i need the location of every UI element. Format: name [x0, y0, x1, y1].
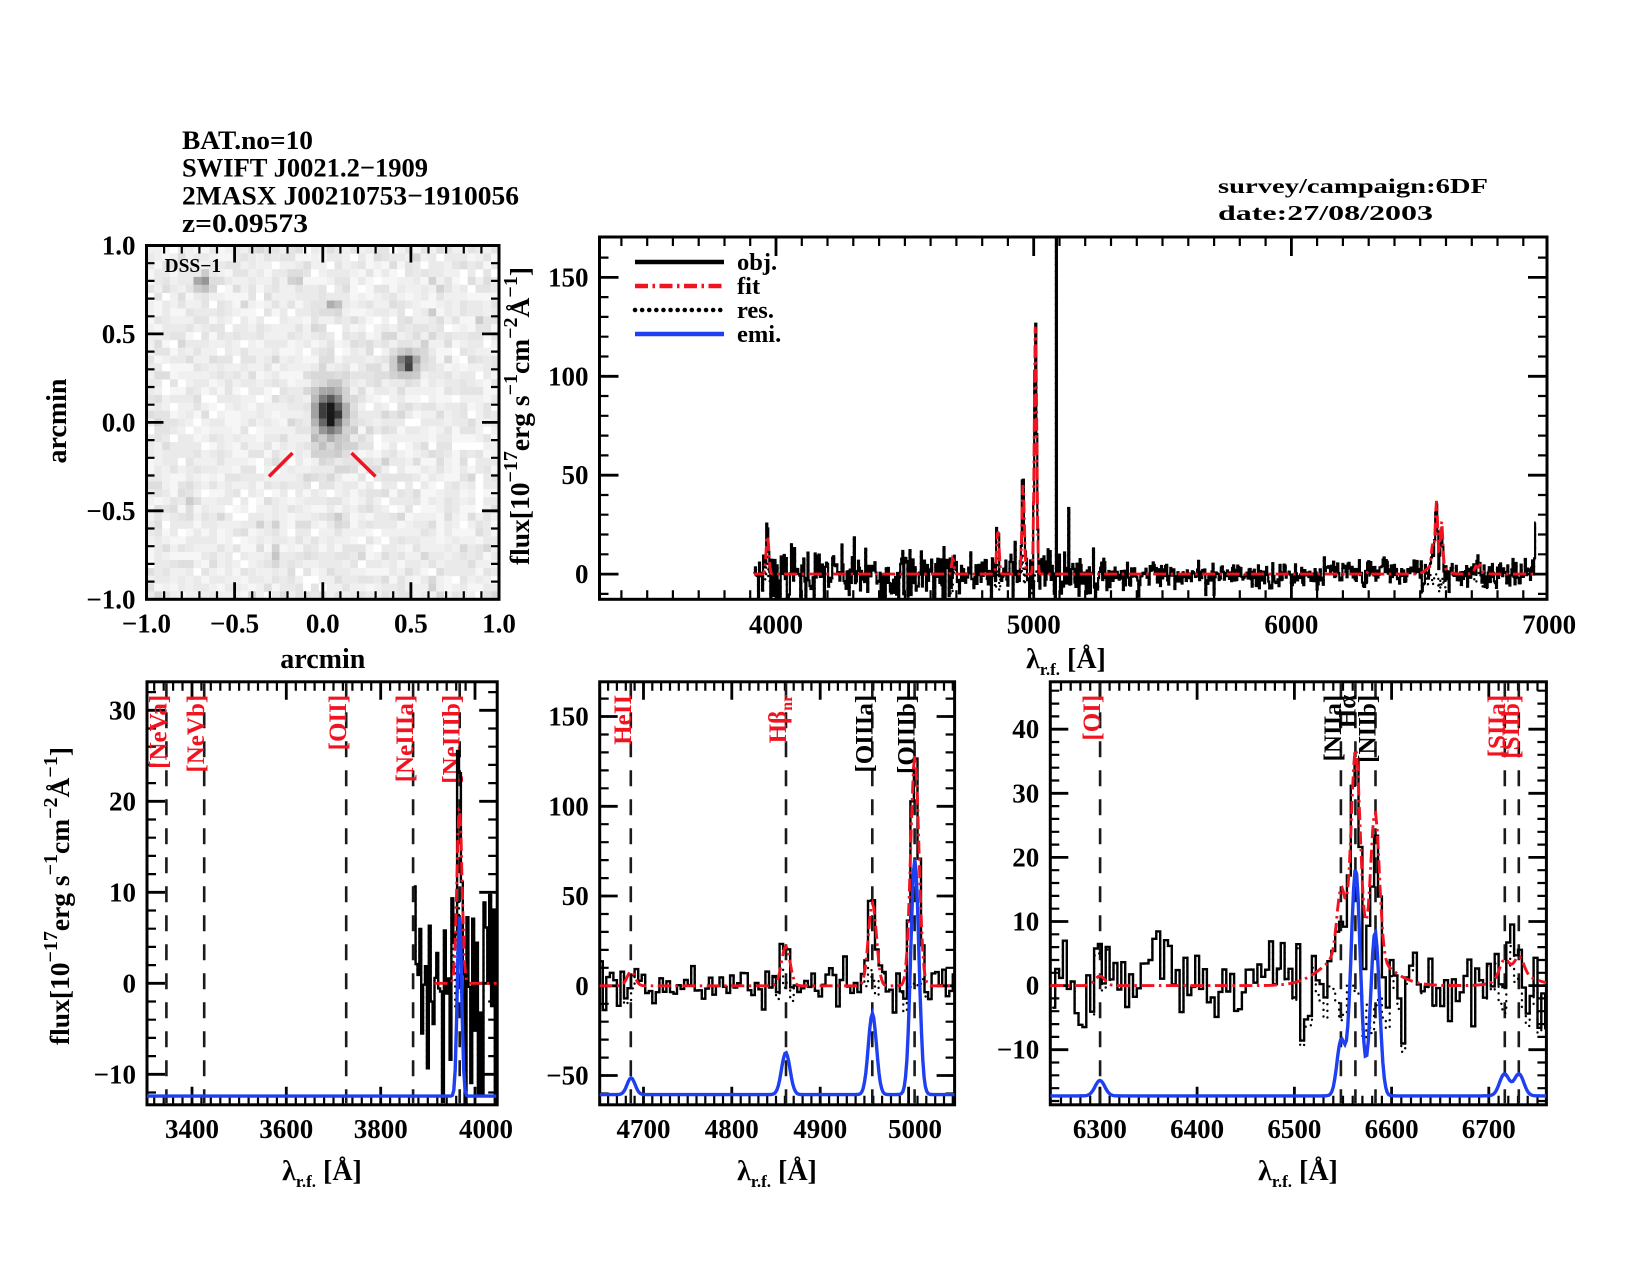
- svg-text:50: 50: [562, 881, 589, 911]
- svg-text:3600: 3600: [259, 1114, 313, 1144]
- svg-text:[OII]: [OII]: [325, 695, 352, 751]
- svg-text:arcmin: arcmin: [42, 378, 73, 463]
- svg-text:[NeVa]: [NeVa]: [145, 695, 172, 769]
- svg-text:3400: 3400: [165, 1114, 219, 1144]
- svg-text:[NeIIIa]: [NeIIIa]: [392, 695, 419, 783]
- svg-text:λr.f. [Å]: λr.f. [Å]: [282, 1156, 362, 1191]
- svg-text:[NeIIIb]: [NeIIIb]: [439, 695, 466, 784]
- svg-text:date:27/08/2003: date:27/08/2003: [1218, 201, 1433, 225]
- svg-text:[SIIa]: [SIIa]: [1484, 695, 1511, 758]
- svg-text:0.0: 0.0: [306, 609, 340, 639]
- svg-text:−1.0: −1.0: [122, 609, 171, 639]
- svg-text:0.5: 0.5: [102, 319, 136, 349]
- svg-text:2MASX J00210753−1910056: 2MASX J00210753−1910056: [182, 180, 519, 210]
- svg-text:30: 30: [109, 695, 136, 725]
- svg-text:30: 30: [1012, 778, 1039, 808]
- svg-text:4000: 4000: [459, 1114, 513, 1144]
- svg-text:flux[10−17erg s−1cm−2Å−1]: flux[10−17erg s−1cm−2Å−1]: [40, 747, 75, 1045]
- svg-text:150: 150: [548, 702, 589, 732]
- svg-text:0: 0: [1026, 971, 1040, 1001]
- svg-text:7000: 7000: [1522, 610, 1576, 640]
- svg-text:50: 50: [562, 460, 589, 490]
- svg-text:−10: −10: [997, 1035, 1039, 1065]
- svg-text:20: 20: [1012, 842, 1039, 872]
- svg-text:6500: 6500: [1267, 1114, 1321, 1144]
- svg-text:40: 40: [1012, 714, 1039, 744]
- svg-text:−10: −10: [94, 1059, 136, 1089]
- svg-text:[NIIa]: [NIIa]: [1320, 695, 1347, 762]
- svg-text:0: 0: [123, 968, 137, 998]
- svg-text:6300: 6300: [1073, 1114, 1127, 1144]
- svg-text:4900: 4900: [793, 1114, 847, 1144]
- svg-text:0.0: 0.0: [102, 407, 136, 437]
- svg-text:0: 0: [575, 971, 589, 1001]
- svg-text:6000: 6000: [1264, 610, 1318, 640]
- svg-text:6600: 6600: [1365, 1114, 1419, 1144]
- svg-text:1.0: 1.0: [102, 231, 136, 261]
- svg-text:6700: 6700: [1462, 1114, 1516, 1144]
- svg-text:5000: 5000: [888, 1114, 942, 1144]
- svg-text:0.5: 0.5: [394, 609, 428, 639]
- svg-text:10: 10: [109, 877, 136, 907]
- svg-text:SWIFT J0021.2−1909: SWIFT J0021.2−1909: [182, 153, 428, 183]
- svg-text:survey/campaign:6DF: survey/campaign:6DF: [1218, 174, 1488, 198]
- svg-text:10: 10: [1012, 907, 1039, 937]
- svg-text:3800: 3800: [354, 1114, 408, 1144]
- svg-text:λr.f. [Å]: λr.f. [Å]: [737, 1156, 817, 1191]
- svg-text:−0.5: −0.5: [86, 496, 135, 526]
- svg-text:[OIIIa]: [OIIIa]: [851, 695, 878, 773]
- svg-text:[NIIb]: [NIIb]: [1355, 695, 1382, 763]
- svg-text:100: 100: [548, 361, 589, 391]
- svg-text:DSS−1: DSS−1: [165, 256, 222, 277]
- svg-text:[OI]: [OI]: [1079, 695, 1106, 741]
- svg-text:0: 0: [575, 559, 589, 589]
- svg-text:5000: 5000: [1007, 610, 1061, 640]
- svg-text:arcmin: arcmin: [280, 644, 365, 675]
- svg-text:fit: fit: [737, 273, 761, 300]
- svg-text:res.: res.: [737, 297, 774, 324]
- svg-text:obj.: obj.: [737, 249, 777, 276]
- svg-text:λr.f. [Å]: λr.f. [Å]: [1026, 644, 1106, 679]
- svg-text:1.0: 1.0: [482, 609, 516, 639]
- svg-text:100: 100: [548, 791, 589, 821]
- svg-text:−1.0: −1.0: [86, 584, 135, 614]
- svg-text:Hα: Hα: [1334, 695, 1361, 728]
- svg-text:−0.5: −0.5: [210, 609, 259, 639]
- svg-text:4700: 4700: [617, 1114, 671, 1144]
- svg-text:20: 20: [109, 786, 136, 816]
- svg-text:4000: 4000: [749, 610, 803, 640]
- svg-text:150: 150: [548, 262, 589, 292]
- svg-text:HeII: HeII: [610, 695, 637, 745]
- svg-text:flux[10−17erg s−1cm−2Å−1]: flux[10−17erg s−1cm−2Å−1]: [500, 267, 535, 565]
- svg-text:z=0.09573: z=0.09573: [182, 208, 308, 238]
- svg-text:[SIIb]: [SIIb]: [1498, 695, 1525, 759]
- svg-text:−50: −50: [546, 1061, 588, 1091]
- svg-text:[NeVb]: [NeVb]: [183, 695, 210, 773]
- svg-text:λr.f. [Å]: λr.f. [Å]: [1258, 1156, 1338, 1191]
- svg-text:BAT.no=10: BAT.no=10: [182, 125, 313, 155]
- svg-text:4800: 4800: [705, 1114, 759, 1144]
- svg-text:emi.: emi.: [737, 321, 781, 348]
- svg-text:6400: 6400: [1170, 1114, 1224, 1144]
